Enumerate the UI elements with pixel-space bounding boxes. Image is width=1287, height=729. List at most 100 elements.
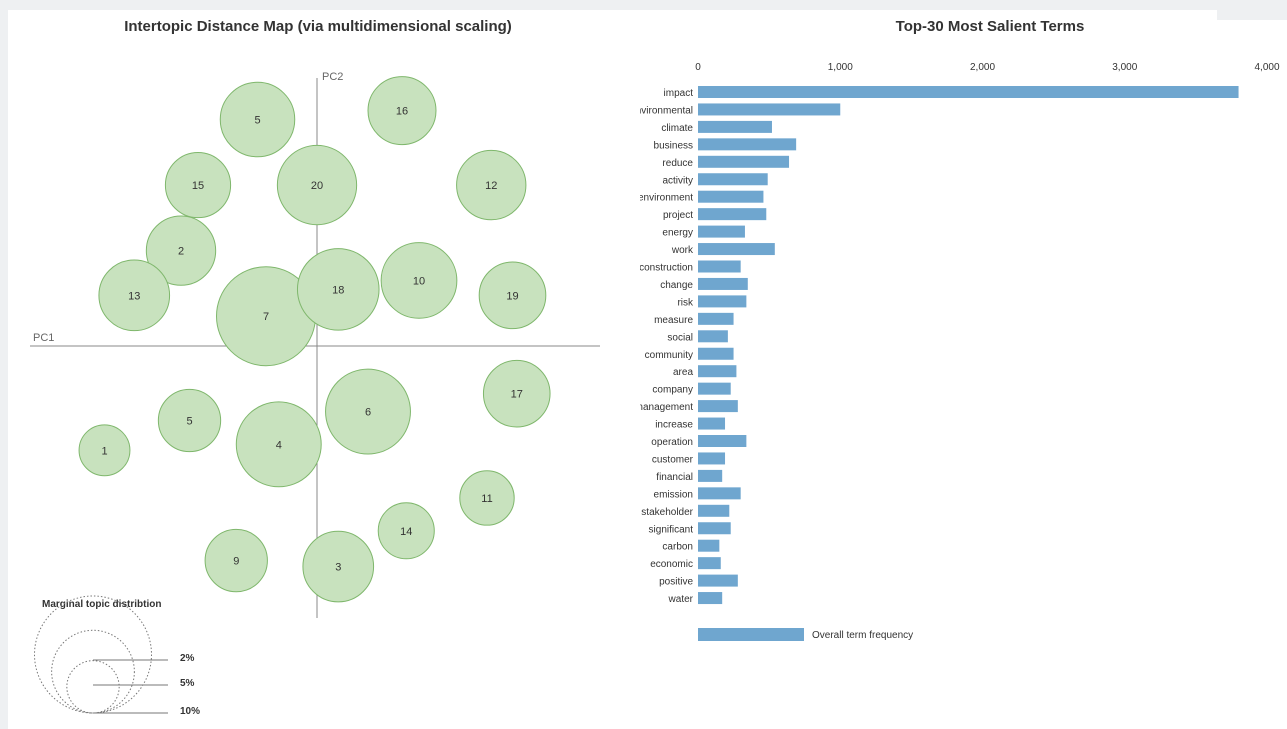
term-bar (698, 155, 790, 168)
topic-bubble (98, 259, 171, 332)
term-label: significant (649, 524, 694, 535)
term-bar (698, 260, 741, 273)
topic-bubble (456, 149, 527, 221)
term-label: risk (677, 297, 694, 308)
pc1-axis-label: PC1 (33, 332, 54, 344)
term-label: water (668, 594, 694, 605)
x-tick-label: 2,000 (970, 62, 995, 73)
term-bar (698, 522, 731, 535)
term-bar (698, 557, 721, 570)
legend-label: 10% (180, 706, 200, 717)
term-bar (698, 400, 738, 413)
topic-label: 19 (506, 290, 518, 302)
term-bar (698, 435, 747, 447)
term-bar (698, 347, 734, 360)
panel-corner (1217, 10, 1287, 20)
topic-label: 5 (186, 416, 192, 428)
topic-label: 6 (365, 407, 371, 419)
term-bar (698, 86, 1239, 98)
term-bar (698, 452, 726, 465)
term-bar (698, 173, 768, 186)
legend-title: Marginal topic distribtion (42, 599, 161, 610)
intertopic-map-title: Intertopic Distance Map (via multidimens… (124, 18, 512, 35)
topic-label: 2 (178, 246, 184, 258)
term-label: construction (640, 263, 693, 274)
term-label: activity (662, 175, 693, 186)
topic-bubble (459, 470, 515, 526)
term-bar (698, 103, 841, 116)
topic-bubble (325, 368, 411, 455)
term-bar (698, 365, 737, 378)
term-bar (698, 330, 728, 343)
topic-bubble (78, 424, 131, 477)
term-bar (698, 487, 741, 500)
topic-label: 20 (311, 180, 323, 192)
term-label: business (654, 140, 693, 151)
salient-terms-bar-chart: 0 1,000 2,000 3,000 4,000 impact environmental… (640, 62, 1280, 641)
term-label: operation (651, 437, 693, 448)
term-label: stakeholder (641, 507, 693, 518)
legend-label: 2% (180, 653, 195, 664)
legend-swatch (698, 628, 804, 641)
topic-bubble (204, 528, 268, 593)
topic-label: 13 (128, 290, 140, 302)
term-label: financial (656, 472, 693, 483)
term-label: emission (654, 489, 693, 500)
term-label: area (673, 367, 693, 378)
topic-bubble (296, 248, 380, 331)
term-label: carbon (662, 542, 693, 553)
term-label: positive (659, 577, 693, 588)
term-label: environment (640, 193, 693, 204)
term-label: measure (654, 315, 693, 326)
legend-circle (51, 629, 135, 714)
x-tick-label: 1,000 (828, 62, 853, 73)
term-bar (698, 469, 723, 482)
term-label: climate (661, 123, 693, 134)
x-tick-label: 0 (695, 62, 701, 73)
topic-bubble (482, 359, 551, 428)
topic-label: 16 (396, 106, 408, 118)
topic-label: 9 (233, 556, 239, 568)
topic-label: 14 (400, 526, 412, 538)
legend-label: Overall term frequency (812, 630, 913, 641)
term-bar (698, 295, 747, 308)
topic-bubble (219, 81, 296, 158)
topic-label: 15 (192, 180, 204, 192)
topic-label: 4 (276, 439, 282, 451)
legend-label: 5% (180, 678, 195, 689)
topic-bubble (164, 151, 232, 219)
topic-bubble (367, 76, 437, 146)
term-bar (698, 225, 745, 238)
term-label: work (671, 245, 694, 256)
term-label: customer (652, 454, 694, 465)
term-bar (698, 243, 775, 256)
topic-bubble (380, 242, 458, 319)
term-bar (698, 539, 720, 552)
term-bar (698, 277, 748, 290)
term-bar (698, 138, 797, 151)
legend-circle (66, 660, 120, 714)
legend-circle (33, 595, 153, 714)
term-bar (698, 208, 767, 221)
term-label: community (645, 350, 693, 361)
topic-label: 17 (511, 389, 523, 401)
x-tick-label: 4,000 (1254, 62, 1279, 73)
term-label: management (640, 402, 693, 413)
term-bar (698, 592, 723, 605)
term-bar (698, 120, 772, 133)
topic-bubble (377, 502, 435, 560)
x-tick-label: 3,000 (1112, 62, 1137, 73)
topic-label: 12 (485, 180, 497, 192)
topic-bubble (145, 215, 217, 286)
term-bar (698, 382, 731, 395)
term-label: increase (655, 420, 693, 431)
topic-label: 10 (413, 275, 425, 287)
topic-bubble (478, 261, 547, 330)
topic-bubble (235, 401, 322, 488)
term-label: social (667, 332, 693, 343)
topic-label: 18 (332, 284, 344, 296)
term-label: energy (662, 228, 693, 239)
term-bar (698, 312, 734, 325)
term-label: company (652, 385, 693, 396)
term-bar (698, 574, 738, 587)
